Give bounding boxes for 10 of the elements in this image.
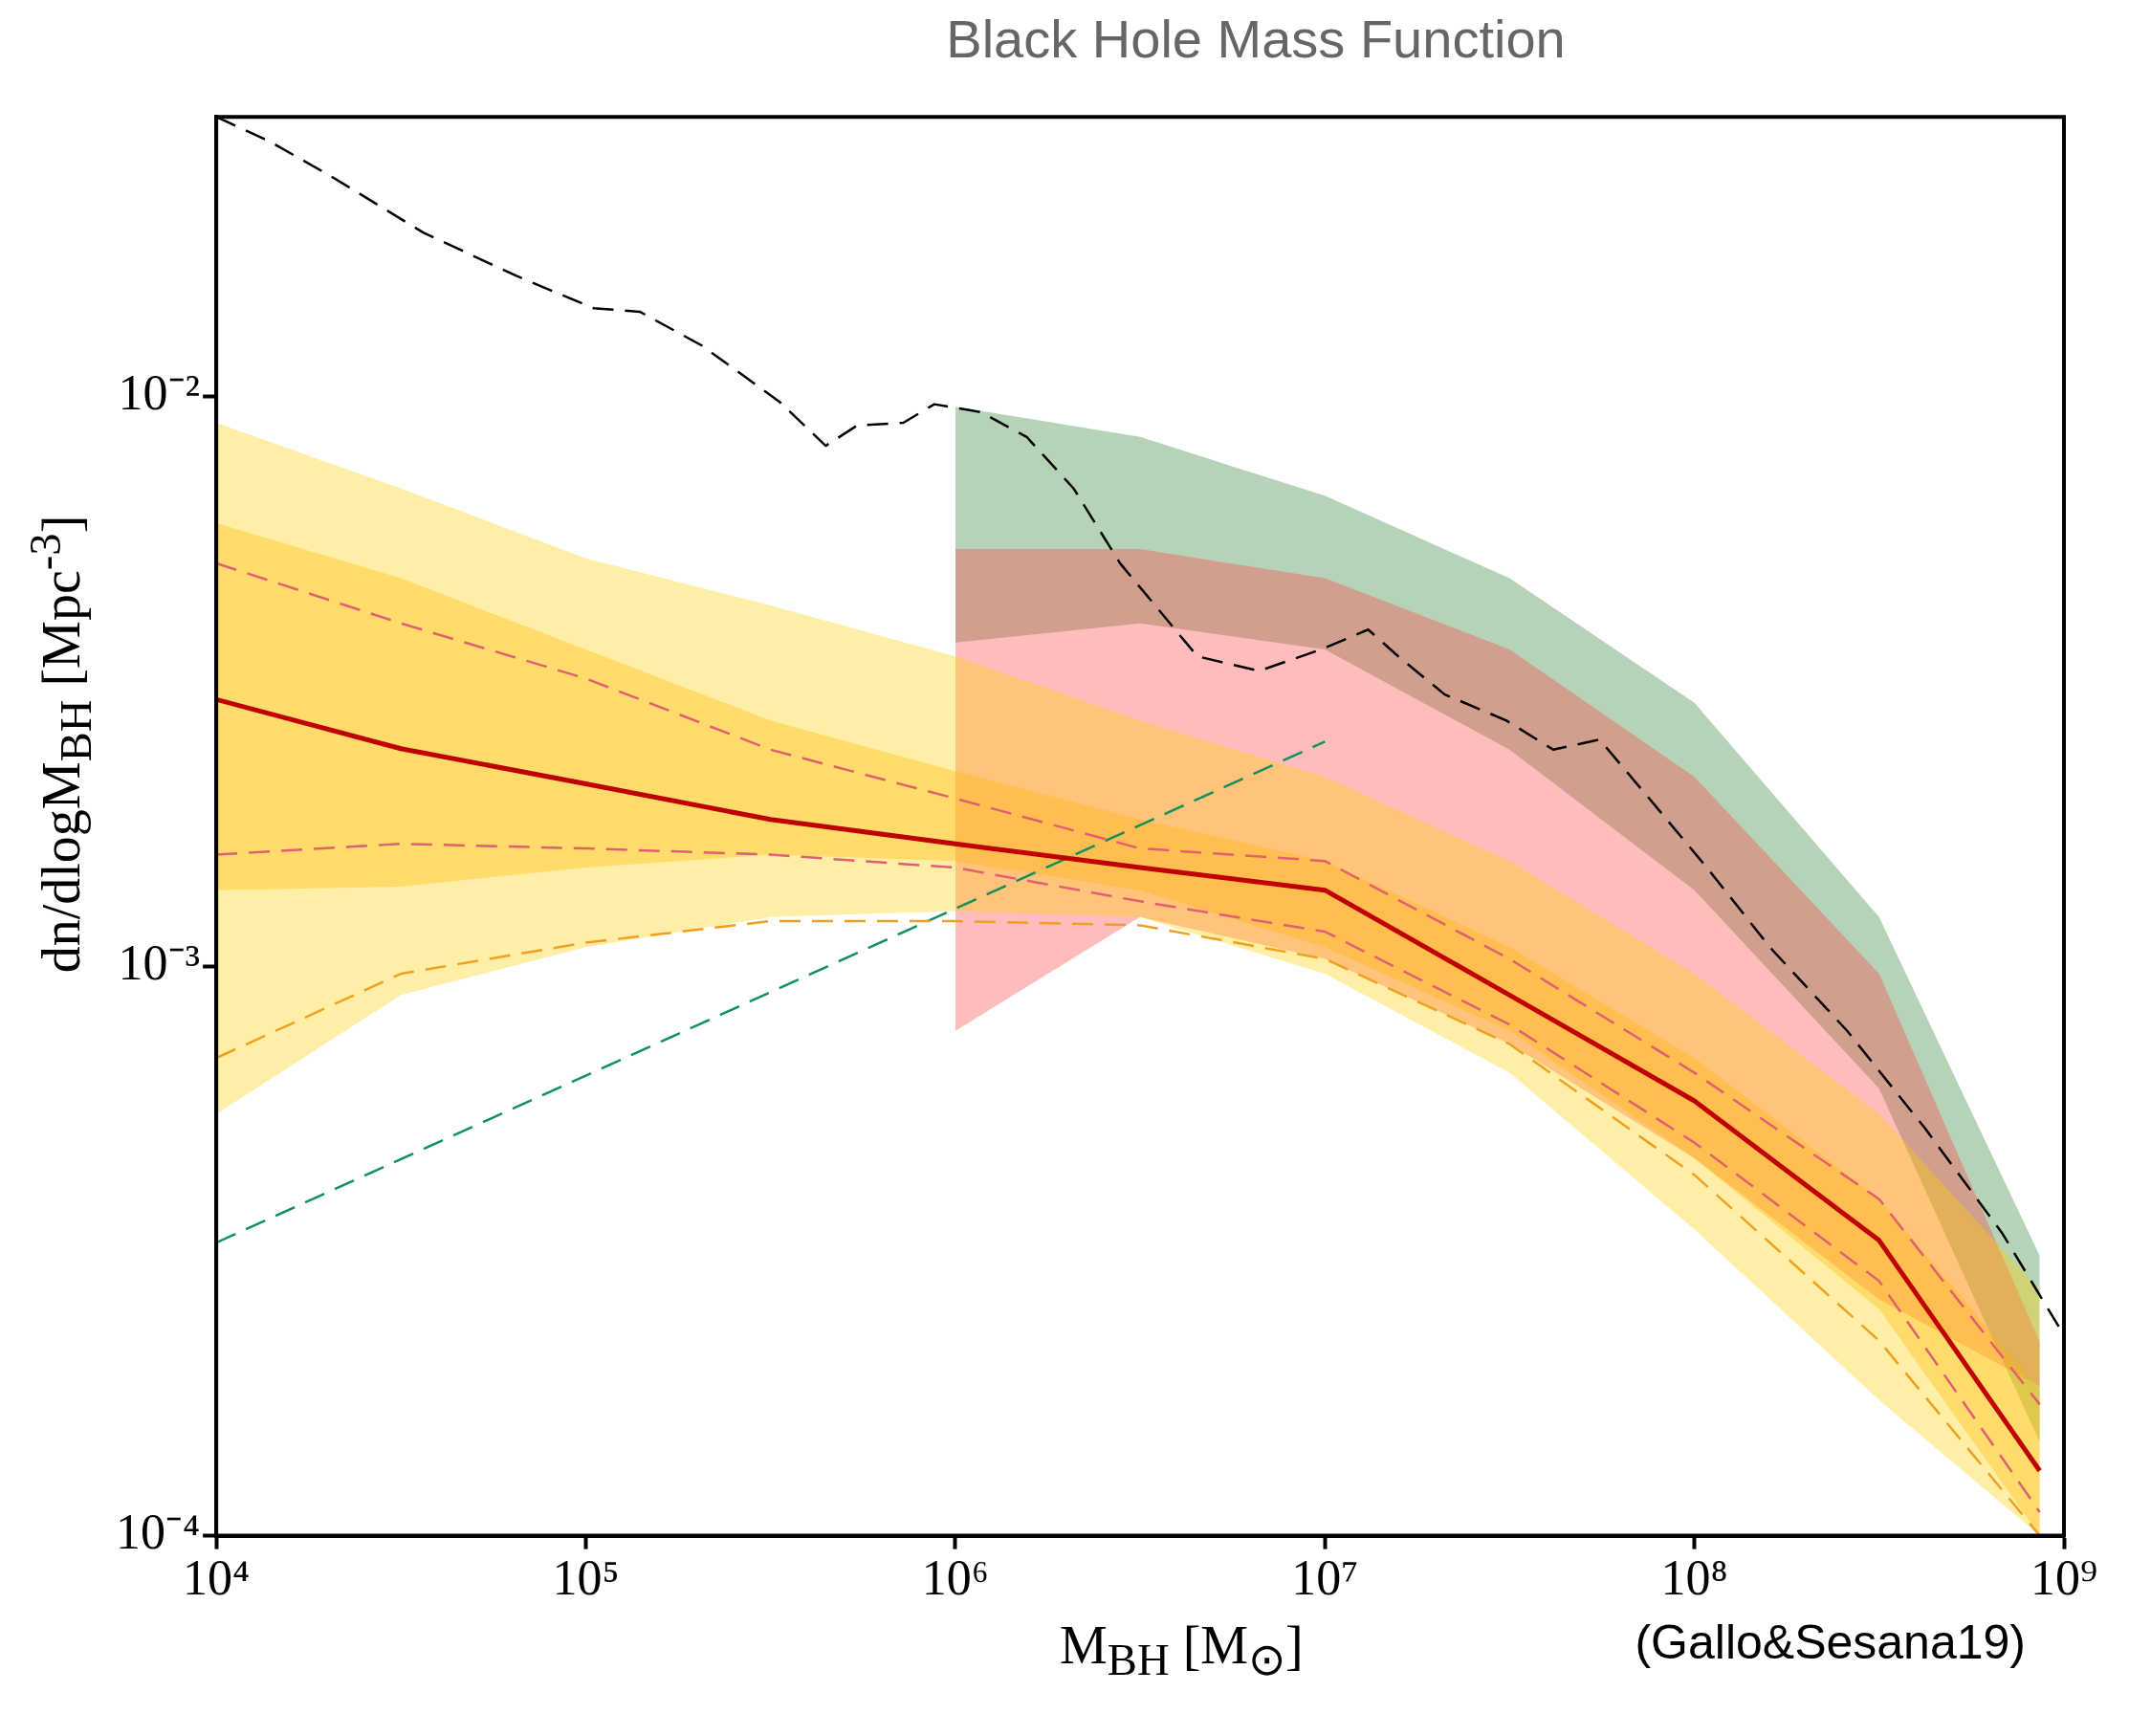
x-tick-label: 10⁶ <box>921 1550 989 1606</box>
x-tick-label: 10⁸ <box>1660 1550 1728 1606</box>
x-axis-title: M$_{BH}$ [M$_{⊙}$] <box>1060 1615 1304 1686</box>
text: (Gallo&Sesana19) <box>1635 1615 2026 1671</box>
y-tick-label: 10⁻² <box>118 365 201 421</box>
chart-title: Black Hole Mass Function <box>945 8 1567 71</box>
x-tick-label: 10⁵ <box>552 1550 620 1606</box>
x-tick-label: 10⁷ <box>1291 1550 1359 1606</box>
x-tick-label: 10⁹ <box>2030 1550 2098 1606</box>
y-tick-label: 10⁻³ <box>118 934 201 990</box>
